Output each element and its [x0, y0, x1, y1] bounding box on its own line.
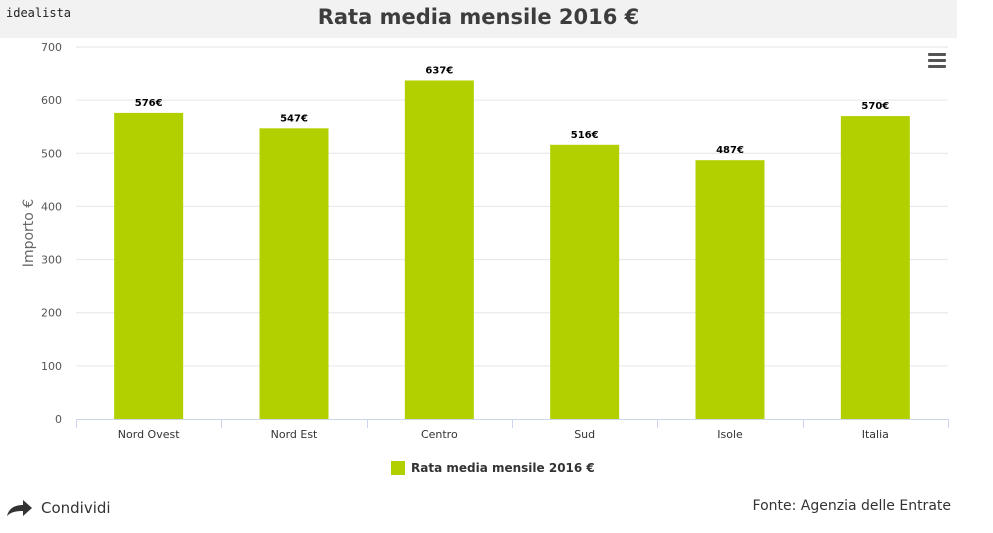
bar[interactable] — [840, 116, 910, 419]
y-tick-label: 700 — [41, 41, 62, 54]
share-button[interactable]: Condividi — [6, 499, 111, 517]
idealista-logo[interactable]: idealista — [6, 6, 72, 20]
bar[interactable] — [404, 80, 474, 419]
x-tick-label: Isole — [717, 428, 743, 441]
share-arrow-icon — [7, 500, 32, 516]
x-tick-label: Centro — [421, 428, 458, 441]
bar[interactable] — [550, 144, 620, 420]
data-label: 576€ — [135, 98, 163, 109]
data-label: 547€ — [280, 113, 308, 124]
y-tick-label: 600 — [41, 94, 62, 107]
y-tick-label: 200 — [41, 307, 62, 320]
chart-title: Rata media mensile 2016 € — [317, 5, 640, 29]
bar[interactable] — [695, 160, 765, 420]
y-axis-label: Importo € — [21, 199, 37, 267]
bar-chart: 0 100 200 300 400 500 600 700 Importo € 576€ 547… — [21, 41, 949, 441]
y-tick-label: 300 — [41, 254, 62, 267]
data-label: 570€ — [861, 101, 889, 112]
x-tick-label: Italia — [862, 428, 889, 441]
data-label: 516€ — [571, 130, 599, 141]
legend-label: Rata media mensile 2016 € — [411, 461, 595, 475]
bar[interactable] — [114, 112, 184, 419]
data-label: 487€ — [716, 145, 744, 156]
x-tick-label: Nord Ovest — [118, 428, 180, 441]
y-tick-label: 500 — [41, 147, 62, 160]
x-tick-label: Nord Est — [271, 428, 318, 441]
y-tick-label: 0 — [55, 413, 62, 426]
source-note: Fonte: Agenzia delle Entrate — [752, 498, 951, 514]
y-tick-label: 400 — [41, 200, 62, 213]
legend-item[interactable]: Rata media mensile 2016 € — [391, 461, 595, 475]
header-band — [0, 0, 957, 38]
share-label: Condividi — [41, 499, 111, 517]
hamburger-menu-icon[interactable] — [928, 53, 946, 69]
x-tick-label: Sud — [574, 428, 595, 441]
legend-swatch — [391, 461, 405, 475]
bar[interactable] — [259, 128, 329, 419]
y-tick-label: 100 — [41, 360, 62, 373]
data-label: 637€ — [425, 65, 453, 76]
